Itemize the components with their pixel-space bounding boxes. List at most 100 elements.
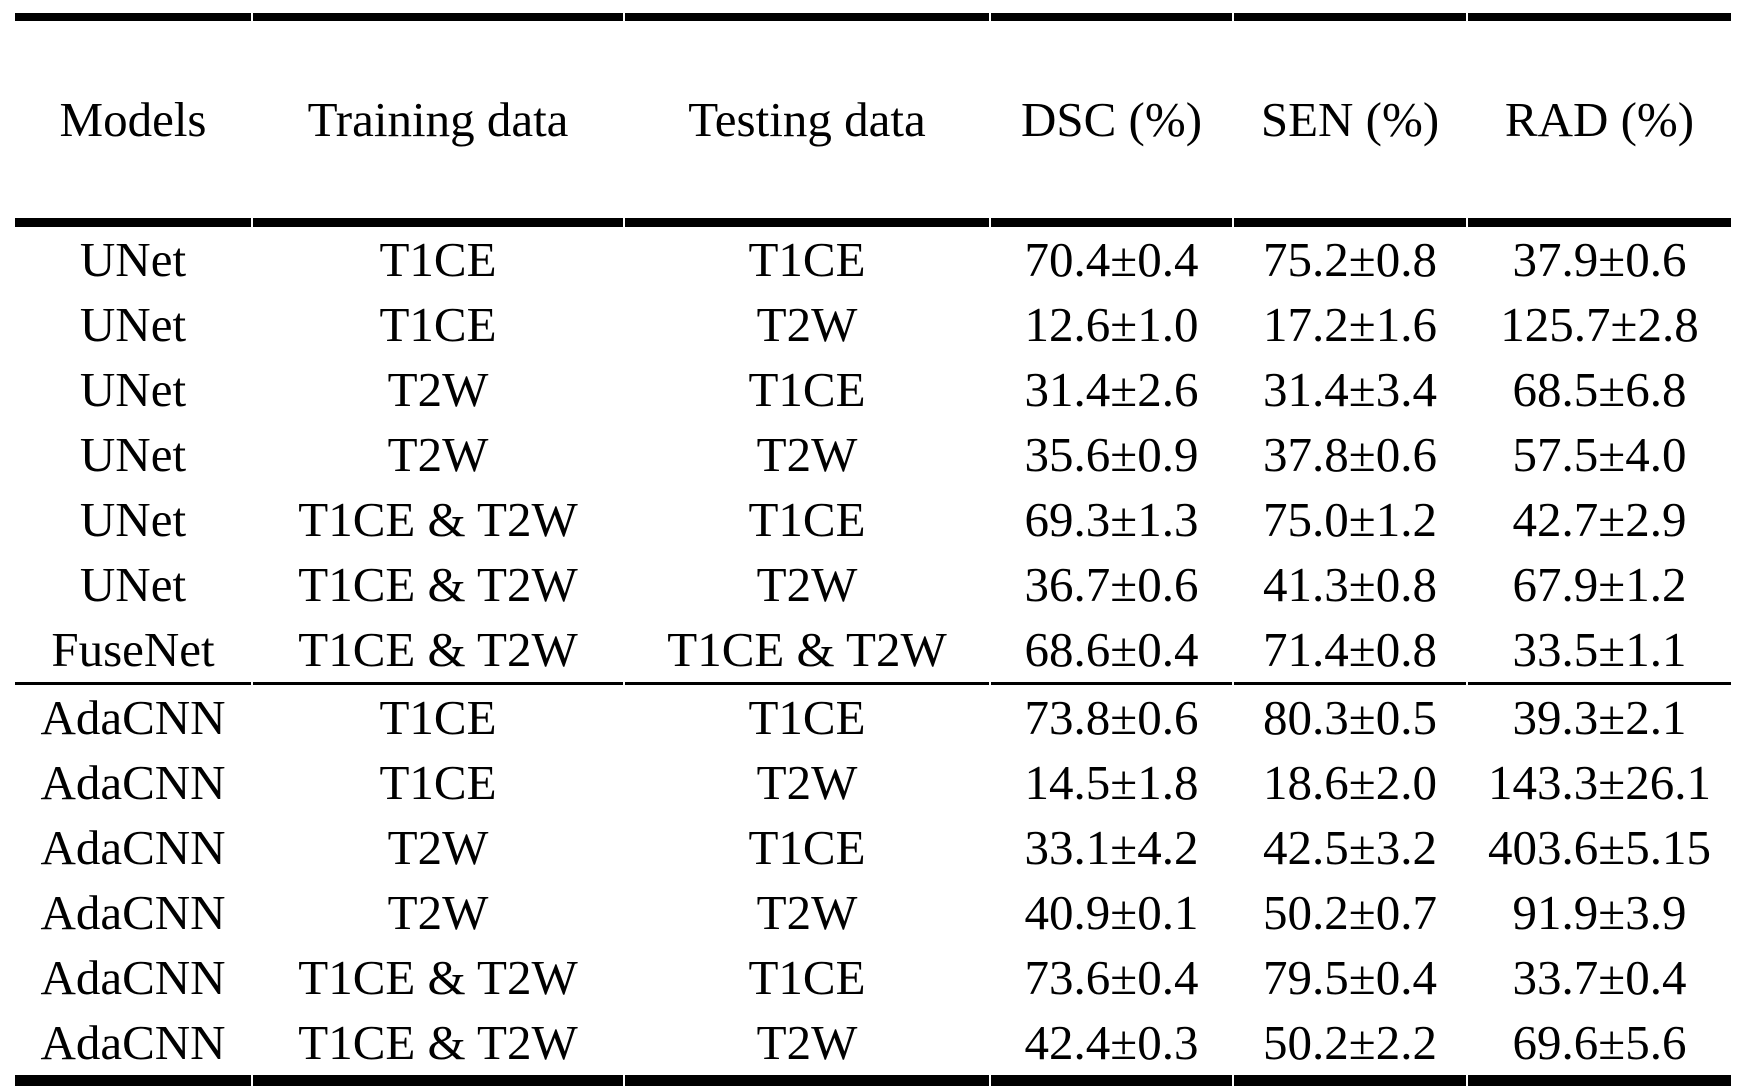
- testing-data-cell: T2W: [756, 755, 858, 810]
- training-data-cell: T1CE & T2W: [298, 950, 578, 1005]
- rad-cell: 69.6±5.6: [1468, 1010, 1731, 1086]
- rad-cell: 125.7±2.8: [1500, 297, 1699, 352]
- dsc-cell: 73.8±0.6: [1024, 690, 1199, 745]
- dsc-cell: 12.6±1.0: [1024, 297, 1199, 352]
- testing-data-cell: T2W: [756, 557, 858, 612]
- rad-cell: 39.3±2.1: [1512, 690, 1687, 745]
- results-table: Models Training data Testing data DSC (%…: [13, 13, 1733, 1086]
- table-header: Models Training data Testing data DSC (%…: [15, 13, 1731, 227]
- training-data-cell: T1CE: [379, 232, 497, 287]
- dsc-cell: 36.7±0.6: [1024, 557, 1199, 612]
- rad-cell: 91.9±3.9: [1512, 885, 1687, 940]
- training-data-cell: T1CE: [379, 755, 497, 810]
- header-row: Models Training data Testing data DSC (%…: [15, 13, 1731, 227]
- training-data-cell: T2W: [387, 885, 489, 940]
- table-row: UNet T1CE T1CE 70.4±0.4 75.2±0.8 37.9±0.…: [15, 227, 1731, 292]
- sen-cell: 18.6±2.0: [1263, 755, 1437, 810]
- group-adacnn: AdaCNN T1CE T1CE 73.8±0.6 80.3±0.5 39.3±…: [15, 685, 1731, 1086]
- column-header-testing-data: Testing data: [625, 13, 989, 227]
- table-row: UNet T1CE T2W 12.6±1.0 17.2±1.6 125.7±2.…: [15, 292, 1731, 357]
- testing-data-cell: T2W: [625, 1010, 989, 1086]
- model-cell: AdaCNN: [40, 755, 226, 810]
- testing-data-cell: T1CE: [748, 492, 866, 547]
- rad-cell: 57.5±4.0: [1512, 427, 1687, 482]
- sen-cell: 71.4±0.8: [1234, 617, 1466, 685]
- model-cell: UNet: [79, 492, 187, 547]
- training-data-cell: T1CE: [379, 690, 497, 745]
- model-cell: UNet: [79, 297, 187, 352]
- training-data-cell: T1CE: [379, 297, 497, 352]
- model-cell: AdaCNN: [15, 1010, 251, 1086]
- testing-data-cell: T2W: [756, 297, 858, 352]
- table-row: AdaCNN T1CE & T2W T1CE 73.6±0.4 79.5±0.4…: [15, 945, 1731, 1010]
- sen-cell: 37.8±0.6: [1263, 427, 1437, 482]
- dsc-cell: 42.4±0.3: [991, 1010, 1232, 1086]
- testing-data-cell: T2W: [756, 427, 858, 482]
- testing-data-cell: T1CE: [748, 690, 866, 745]
- rad-cell: 33.7±0.4: [1512, 950, 1687, 1005]
- group-unet-fusenet: UNet T1CE T1CE 70.4±0.4 75.2±0.8 37.9±0.…: [15, 227, 1731, 685]
- training-data-cell: T1CE & T2W: [253, 1010, 623, 1086]
- rad-cell: 68.5±6.8: [1512, 362, 1687, 417]
- testing-data-cell: T1CE & T2W: [625, 617, 989, 685]
- testing-data-cell: T2W: [756, 885, 858, 940]
- model-cell: UNet: [79, 427, 187, 482]
- sen-cell: 80.3±0.5: [1263, 690, 1437, 745]
- sen-cell: 79.5±0.4: [1263, 950, 1437, 1005]
- rad-cell: 37.9±0.6: [1512, 232, 1687, 287]
- training-data-cell: T1CE & T2W: [298, 557, 578, 612]
- table-row: AdaCNN T1CE T1CE 73.8±0.6 80.3±0.5 39.3±…: [15, 685, 1731, 750]
- rad-cell: 42.7±2.9: [1512, 492, 1687, 547]
- sen-cell: 50.2±0.7: [1263, 885, 1437, 940]
- table-row: UNet T1CE & T2W T1CE 69.3±1.3 75.0±1.2 4…: [15, 487, 1731, 552]
- model-cell: UNet: [79, 362, 187, 417]
- training-data-cell: T2W: [387, 427, 489, 482]
- training-data-cell: T1CE & T2W: [298, 492, 578, 547]
- column-header-models: Models: [15, 13, 251, 227]
- testing-data-cell: T1CE: [748, 820, 866, 875]
- rad-cell: 33.5±1.1: [1468, 617, 1731, 685]
- model-cell: AdaCNN: [40, 820, 226, 875]
- sen-cell: 75.2±0.8: [1263, 232, 1437, 287]
- dsc-cell: 69.3±1.3: [1024, 492, 1199, 547]
- sen-cell: 31.4±3.4: [1263, 362, 1437, 417]
- model-cell: FuseNet: [15, 617, 251, 685]
- model-cell: UNet: [79, 232, 187, 287]
- sen-cell: 50.2±2.2: [1234, 1010, 1466, 1086]
- model-cell: UNet: [79, 557, 187, 612]
- testing-data-cell: T1CE: [748, 232, 866, 287]
- table-row: UNet T1CE & T2W T2W 36.7±0.6 41.3±0.8 67…: [15, 552, 1731, 617]
- table-row: AdaCNN T1CE & T2W T2W 42.4±0.3 50.2±2.2 …: [15, 1010, 1731, 1086]
- model-cell: AdaCNN: [40, 885, 226, 940]
- table-row: UNet T2W T2W 35.6±0.9 37.8±0.6 57.5±4.0: [15, 422, 1731, 487]
- testing-data-cell: T1CE: [748, 950, 866, 1005]
- sen-cell: 17.2±1.6: [1263, 297, 1437, 352]
- column-header-training-data: Training data: [253, 13, 623, 227]
- rad-cell: 143.3±26.1: [1488, 755, 1711, 810]
- dsc-cell: 73.6±0.4: [1024, 950, 1199, 1005]
- table-row: FuseNet T1CE & T2W T1CE & T2W 68.6±0.4 7…: [15, 617, 1731, 685]
- training-data-cell: T2W: [387, 362, 489, 417]
- training-data-cell: T2W: [387, 820, 489, 875]
- table-row: AdaCNN T1CE T2W 14.5±1.8 18.6±2.0 143.3±…: [15, 750, 1731, 815]
- sen-cell: 42.5±3.2: [1263, 820, 1437, 875]
- table-row: AdaCNN T2W T1CE 33.1±4.2 42.5±3.2 403.6±…: [15, 815, 1731, 880]
- column-header-sen: SEN (%): [1234, 13, 1466, 227]
- column-header-dsc: DSC (%): [991, 13, 1232, 227]
- sen-cell: 75.0±1.2: [1263, 492, 1437, 547]
- dsc-cell: 68.6±0.4: [991, 617, 1232, 685]
- rad-cell: 403.6±5.15: [1488, 820, 1711, 875]
- dsc-cell: 33.1±4.2: [1024, 820, 1199, 875]
- rad-cell: 67.9±1.2: [1512, 557, 1687, 612]
- model-cell: AdaCNN: [40, 950, 226, 1005]
- training-data-cell: T1CE & T2W: [253, 617, 623, 685]
- dsc-cell: 35.6±0.9: [1024, 427, 1199, 482]
- sen-cell: 41.3±0.8: [1263, 557, 1437, 612]
- column-header-rad: RAD (%): [1468, 13, 1731, 227]
- dsc-cell: 14.5±1.8: [1024, 755, 1199, 810]
- dsc-cell: 70.4±0.4: [1024, 232, 1199, 287]
- dsc-cell: 40.9±0.1: [1024, 885, 1199, 940]
- table-row: UNet T2W T1CE 31.4±2.6 31.4±3.4 68.5±6.8: [15, 357, 1731, 422]
- dsc-cell: 31.4±2.6: [1024, 362, 1199, 417]
